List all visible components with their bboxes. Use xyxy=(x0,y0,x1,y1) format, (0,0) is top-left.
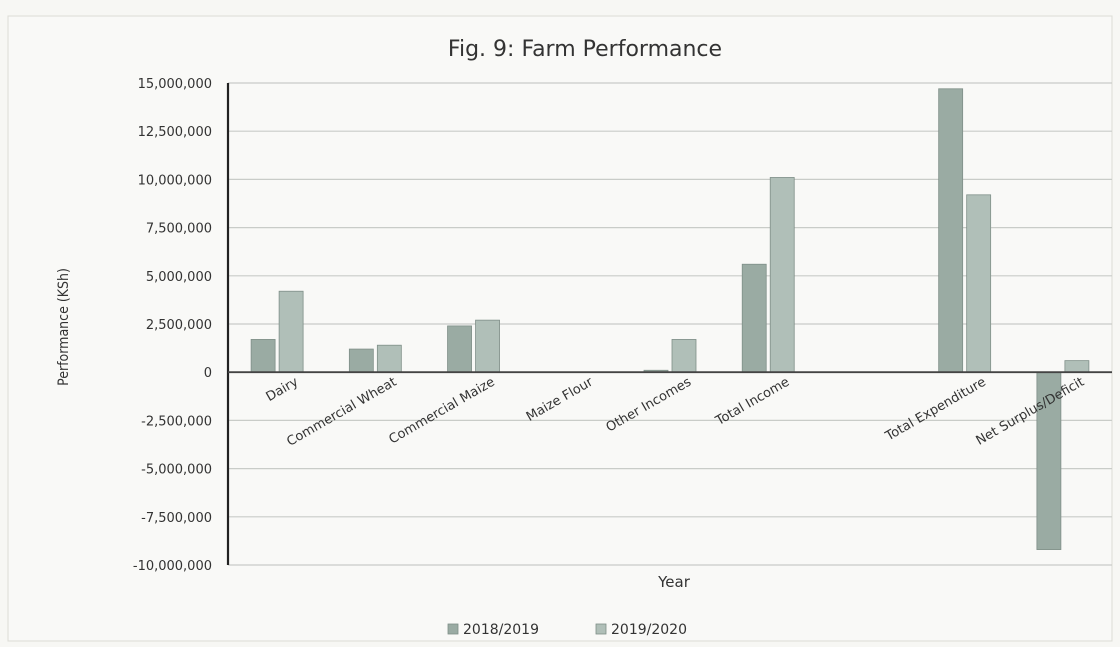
bar xyxy=(475,319,500,373)
chart-area xyxy=(7,15,1113,642)
legend: 2018/2019 2019/2020 xyxy=(447,622,687,638)
y-tick-labels: 15,000,000 12,500,000 10,000,000 7,500,000 5… xyxy=(133,77,212,574)
y-tick-label: 10,000,000 xyxy=(138,173,212,188)
y-tick-label: 5,000,000 xyxy=(146,270,212,285)
legend-label: 2018/2019 xyxy=(463,622,539,638)
bar xyxy=(741,263,767,373)
legend-label: 2019/2020 xyxy=(611,622,687,638)
bars xyxy=(250,88,1090,550)
y-tick-label: 0 xyxy=(204,366,212,381)
y-tick-label: -7,500,000 xyxy=(141,511,212,526)
y-tick-label: 15,000,000 xyxy=(138,77,212,92)
y-tick-label: -10,000,000 xyxy=(133,559,212,574)
bar xyxy=(250,339,276,373)
y-tick-label: -5,000,000 xyxy=(141,463,212,478)
chart-title: Fig. 9: Farm Performance xyxy=(448,37,722,62)
bar xyxy=(278,290,304,373)
bar xyxy=(447,325,472,373)
x-axis-label: Year xyxy=(657,573,691,591)
y-tick-label: 2,500,000 xyxy=(146,318,212,333)
bar xyxy=(966,194,992,373)
bar xyxy=(348,348,374,373)
bar xyxy=(671,339,697,373)
y-tick-label: -2,500,000 xyxy=(141,414,212,429)
legend-swatch xyxy=(595,623,607,635)
bar xyxy=(1036,371,1062,550)
y-tick-label: 12,500,000 xyxy=(138,125,212,140)
bar xyxy=(938,88,964,373)
axes xyxy=(226,83,1112,565)
legend-swatch xyxy=(447,623,459,635)
y-axis-label: Performance (KSh) xyxy=(56,268,72,386)
bar xyxy=(1064,360,1090,373)
bar xyxy=(376,344,402,373)
bar xyxy=(769,177,795,373)
y-tick-label: 7,500,000 xyxy=(146,222,212,237)
